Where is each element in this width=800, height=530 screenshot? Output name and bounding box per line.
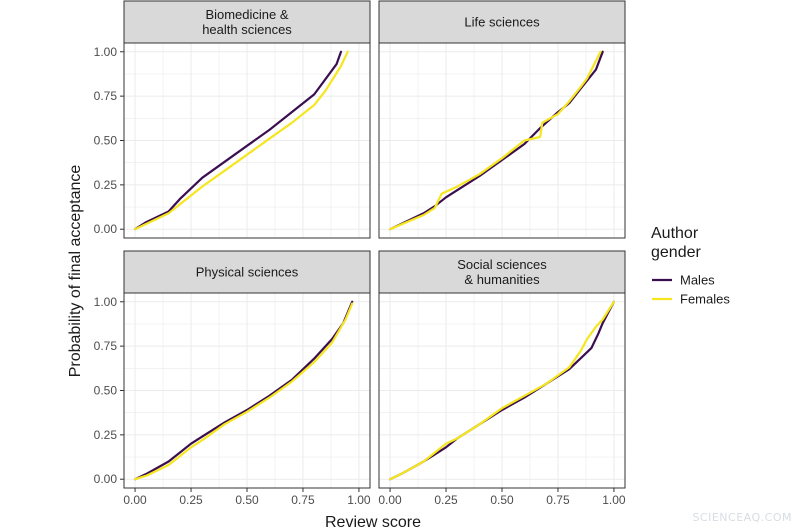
x-tick-label: 0.25 xyxy=(434,493,458,507)
panel-title: Biomedicine & xyxy=(205,7,288,22)
series-line-females xyxy=(389,300,616,481)
panel-strip xyxy=(378,250,626,294)
panel-border xyxy=(378,42,626,239)
watermark: SCIENCEAQ.COM xyxy=(692,511,792,524)
y-tick-label: 0.00 xyxy=(94,222,118,236)
x-tick-label: 0.50 xyxy=(490,493,514,507)
x-tick-label: 1.00 xyxy=(347,493,371,507)
y-tick-label: 0.25 xyxy=(94,178,118,192)
panel-title: health sciences xyxy=(202,22,292,37)
series-line-females xyxy=(134,50,349,231)
panel-title: Life sciences xyxy=(464,15,540,30)
panel-1: Biomedicine &health sciences 0.00 0.25 0.50… xyxy=(94,0,371,239)
x-axis-title: Review score xyxy=(325,514,421,530)
y-axis-title: Probability of final acceptance xyxy=(67,165,84,378)
y-tick-label: 0.50 xyxy=(94,384,118,398)
y-tick-label: 0.75 xyxy=(94,89,118,103)
panel-2: Life sciences xyxy=(378,0,626,239)
x-tick-label: 0.00 xyxy=(378,493,402,507)
x-tick-label: 0.00 xyxy=(123,493,147,507)
panel-4: Social sciences& humanities 0.00 0.25 0.50 0… xyxy=(378,250,626,507)
panel-title: Social sciences xyxy=(457,257,547,272)
legend: Author gender Males Females xyxy=(651,225,730,307)
y-tick-label: 0.25 xyxy=(94,428,118,442)
legend-label-males: Males xyxy=(680,273,715,288)
panel-strip xyxy=(123,250,371,294)
y-tick-label: 1.00 xyxy=(94,45,118,59)
series-line-females xyxy=(389,50,602,231)
y-tick-label: 0.50 xyxy=(94,134,118,148)
series-line-males xyxy=(134,300,354,481)
legend-title: gender xyxy=(651,244,701,261)
x-tick-label: 0.25 xyxy=(179,493,203,507)
panel-title: Physical sciences xyxy=(196,265,299,280)
panel-strip xyxy=(123,0,371,44)
panel-title: & humanities xyxy=(464,272,540,287)
x-tick-label: 0.75 xyxy=(291,493,315,507)
x-tick-label: 0.75 xyxy=(546,493,570,507)
y-tick-label: 0.00 xyxy=(94,472,118,486)
series-line-females xyxy=(134,302,354,481)
x-tick-label: 0.50 xyxy=(235,493,259,507)
y-tick-label: 0.75 xyxy=(94,339,118,353)
x-tick-label: 1.00 xyxy=(602,493,626,507)
panel-3: Physical sciences 0.00 0.25 0.50 0.75 1.00 0.0… xyxy=(94,250,371,507)
y-tick-label: 1.00 xyxy=(94,295,118,309)
legend-title: Author xyxy=(651,225,699,242)
series-line-males xyxy=(134,50,343,231)
legend-label-females: Females xyxy=(680,292,730,307)
